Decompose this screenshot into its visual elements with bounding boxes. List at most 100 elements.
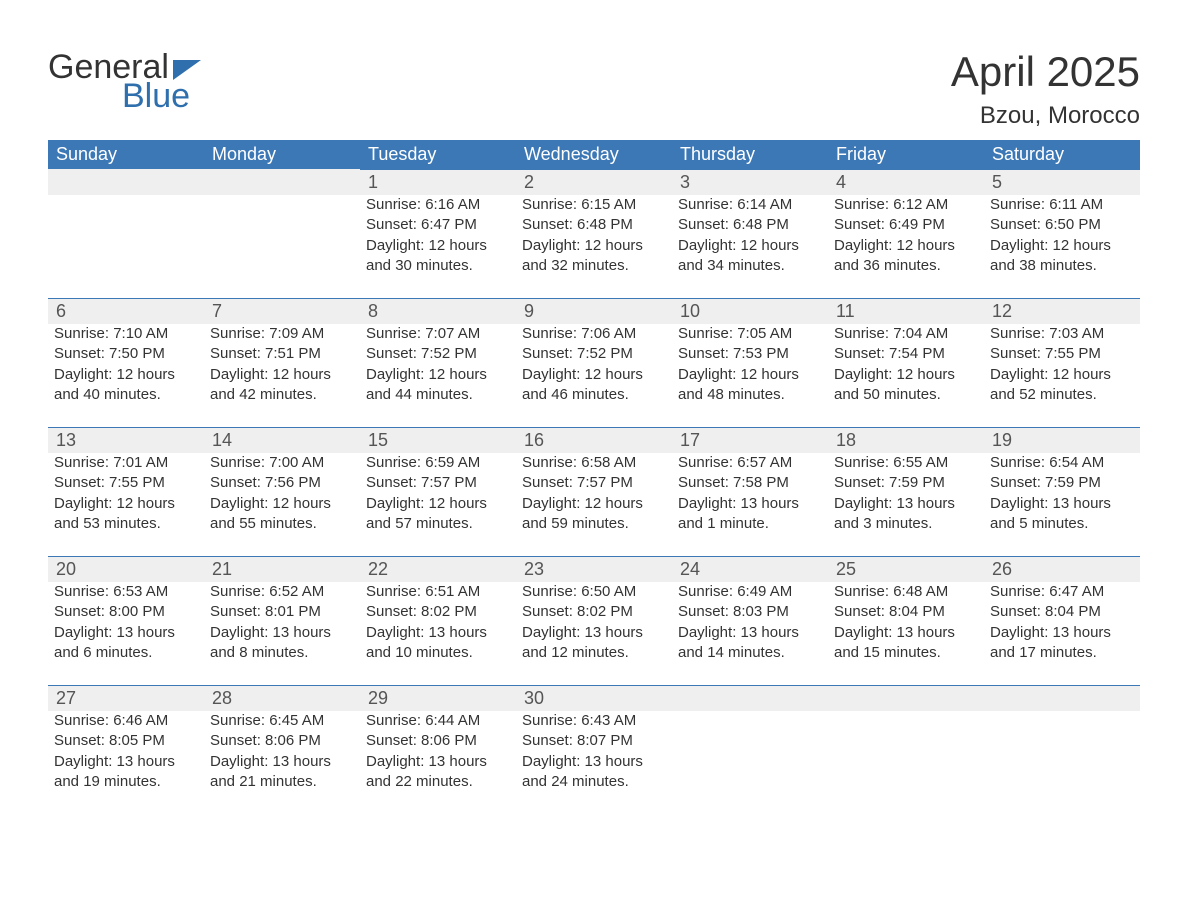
day-cell: Sunrise: 6:54 AMSunset: 7:59 PMDaylight:… bbox=[984, 453, 1140, 557]
sunrise-text: Sunrise: 6:15 AM bbox=[522, 195, 666, 215]
sunrise-text: Sunrise: 6:43 AM bbox=[522, 711, 666, 731]
day-number: 12 bbox=[984, 299, 1140, 325]
day-cell: Sunrise: 6:12 AMSunset: 6:49 PMDaylight:… bbox=[828, 195, 984, 299]
day-cell: Sunrise: 7:04 AMSunset: 7:54 PMDaylight:… bbox=[828, 324, 984, 428]
day-cell: Sunrise: 6:53 AMSunset: 8:00 PMDaylight:… bbox=[48, 582, 204, 686]
sunset-text: Sunset: 6:48 PM bbox=[678, 215, 822, 235]
sunset-text: Sunset: 8:00 PM bbox=[54, 602, 198, 622]
day-number: 30 bbox=[516, 686, 672, 712]
sunset-text: Sunset: 8:06 PM bbox=[366, 731, 510, 751]
sunrise-text: Sunrise: 7:07 AM bbox=[366, 324, 510, 344]
day-cell: Sunrise: 6:57 AMSunset: 7:58 PMDaylight:… bbox=[672, 453, 828, 557]
sunset-text: Sunset: 7:58 PM bbox=[678, 473, 822, 493]
sunrise-text: Sunrise: 6:49 AM bbox=[678, 582, 822, 602]
day-number-row: 12345 bbox=[48, 170, 1140, 196]
sunrise-text: Sunrise: 6:51 AM bbox=[366, 582, 510, 602]
day-detail-row: Sunrise: 6:46 AMSunset: 8:05 PMDaylight:… bbox=[48, 711, 1140, 814]
sunrise-text: Sunrise: 6:44 AM bbox=[366, 711, 510, 731]
sunrise-text: Sunrise: 7:00 AM bbox=[210, 453, 354, 473]
empty-day-number bbox=[48, 170, 204, 196]
weekday-header: Monday bbox=[204, 140, 360, 170]
daylight-text: Daylight: 12 hours and 34 minutes. bbox=[678, 236, 822, 277]
sunset-text: Sunset: 8:03 PM bbox=[678, 602, 822, 622]
day-detail-row: Sunrise: 6:53 AMSunset: 8:00 PMDaylight:… bbox=[48, 582, 1140, 686]
day-detail-row: Sunrise: 7:01 AMSunset: 7:55 PMDaylight:… bbox=[48, 453, 1140, 557]
day-cell: Sunrise: 6:44 AMSunset: 8:06 PMDaylight:… bbox=[360, 711, 516, 814]
sunset-text: Sunset: 7:56 PM bbox=[210, 473, 354, 493]
sunset-text: Sunset: 8:04 PM bbox=[990, 602, 1134, 622]
day-number-row: 27282930 bbox=[48, 686, 1140, 712]
sunset-text: Sunset: 6:48 PM bbox=[522, 215, 666, 235]
empty-day-number bbox=[204, 170, 360, 196]
day-number-row: 20212223242526 bbox=[48, 557, 1140, 583]
day-number: 20 bbox=[48, 557, 204, 583]
logo-triangle-icon bbox=[173, 60, 201, 80]
day-number: 1 bbox=[360, 170, 516, 196]
day-number: 19 bbox=[984, 428, 1140, 454]
month-title: April 2025 bbox=[951, 48, 1140, 96]
day-number: 4 bbox=[828, 170, 984, 196]
sunset-text: Sunset: 8:02 PM bbox=[366, 602, 510, 622]
daylight-text: Daylight: 13 hours and 22 minutes. bbox=[366, 752, 510, 793]
daylight-text: Daylight: 12 hours and 44 minutes. bbox=[366, 365, 510, 406]
daylight-text: Daylight: 12 hours and 53 minutes. bbox=[54, 494, 198, 535]
empty-day-cell bbox=[48, 195, 204, 299]
sunrise-text: Sunrise: 6:53 AM bbox=[54, 582, 198, 602]
sunrise-text: Sunrise: 6:16 AM bbox=[366, 195, 510, 215]
sunrise-text: Sunrise: 7:03 AM bbox=[990, 324, 1134, 344]
day-number: 13 bbox=[48, 428, 204, 454]
day-cell: Sunrise: 7:09 AMSunset: 7:51 PMDaylight:… bbox=[204, 324, 360, 428]
sunset-text: Sunset: 8:01 PM bbox=[210, 602, 354, 622]
sunrise-text: Sunrise: 7:01 AM bbox=[54, 453, 198, 473]
logo: General Blue bbox=[48, 48, 201, 116]
day-cell: Sunrise: 6:55 AMSunset: 7:59 PMDaylight:… bbox=[828, 453, 984, 557]
day-cell: Sunrise: 6:16 AMSunset: 6:47 PMDaylight:… bbox=[360, 195, 516, 299]
sunrise-text: Sunrise: 6:14 AM bbox=[678, 195, 822, 215]
day-number: 7 bbox=[204, 299, 360, 325]
empty-day-cell bbox=[672, 711, 828, 814]
daylight-text: Daylight: 12 hours and 46 minutes. bbox=[522, 365, 666, 406]
daylight-text: Daylight: 13 hours and 5 minutes. bbox=[990, 494, 1134, 535]
sunrise-text: Sunrise: 6:59 AM bbox=[366, 453, 510, 473]
empty-day-cell bbox=[828, 711, 984, 814]
sunrise-text: Sunrise: 7:09 AM bbox=[210, 324, 354, 344]
daylight-text: Daylight: 13 hours and 15 minutes. bbox=[834, 623, 978, 664]
day-cell: Sunrise: 7:03 AMSunset: 7:55 PMDaylight:… bbox=[984, 324, 1140, 428]
day-cell: Sunrise: 7:05 AMSunset: 7:53 PMDaylight:… bbox=[672, 324, 828, 428]
day-number: 9 bbox=[516, 299, 672, 325]
day-number: 10 bbox=[672, 299, 828, 325]
title-block: April 2025 Bzou, Morocco bbox=[951, 48, 1140, 130]
sunset-text: Sunset: 7:52 PM bbox=[366, 344, 510, 364]
weekday-header: Thursday bbox=[672, 140, 828, 170]
daylight-text: Daylight: 13 hours and 14 minutes. bbox=[678, 623, 822, 664]
day-cell: Sunrise: 6:46 AMSunset: 8:05 PMDaylight:… bbox=[48, 711, 204, 814]
day-number: 24 bbox=[672, 557, 828, 583]
sunrise-text: Sunrise: 6:46 AM bbox=[54, 711, 198, 731]
daylight-text: Daylight: 13 hours and 17 minutes. bbox=[990, 623, 1134, 664]
daylight-text: Daylight: 12 hours and 36 minutes. bbox=[834, 236, 978, 277]
day-number: 27 bbox=[48, 686, 204, 712]
sunset-text: Sunset: 6:47 PM bbox=[366, 215, 510, 235]
day-number: 28 bbox=[204, 686, 360, 712]
day-number: 17 bbox=[672, 428, 828, 454]
sunset-text: Sunset: 7:59 PM bbox=[990, 473, 1134, 493]
day-number-row: 6789101112 bbox=[48, 299, 1140, 325]
sunset-text: Sunset: 8:06 PM bbox=[210, 731, 354, 751]
weekday-header: Friday bbox=[828, 140, 984, 170]
daylight-text: Daylight: 13 hours and 6 minutes. bbox=[54, 623, 198, 664]
sunset-text: Sunset: 8:04 PM bbox=[834, 602, 978, 622]
daylight-text: Daylight: 12 hours and 57 minutes. bbox=[366, 494, 510, 535]
day-detail-row: Sunrise: 7:10 AMSunset: 7:50 PMDaylight:… bbox=[48, 324, 1140, 428]
location: Bzou, Morocco bbox=[951, 102, 1140, 130]
daylight-text: Daylight: 12 hours and 48 minutes. bbox=[678, 365, 822, 406]
sunrise-text: Sunrise: 6:52 AM bbox=[210, 582, 354, 602]
daylight-text: Daylight: 12 hours and 52 minutes. bbox=[990, 365, 1134, 406]
daylight-text: Daylight: 13 hours and 24 minutes. bbox=[522, 752, 666, 793]
day-cell: Sunrise: 6:43 AMSunset: 8:07 PMDaylight:… bbox=[516, 711, 672, 814]
day-cell: Sunrise: 6:45 AMSunset: 8:06 PMDaylight:… bbox=[204, 711, 360, 814]
daylight-text: Daylight: 13 hours and 12 minutes. bbox=[522, 623, 666, 664]
day-number: 23 bbox=[516, 557, 672, 583]
sunset-text: Sunset: 8:02 PM bbox=[522, 602, 666, 622]
empty-day-number bbox=[672, 686, 828, 712]
daylight-text: Daylight: 12 hours and 38 minutes. bbox=[990, 236, 1134, 277]
